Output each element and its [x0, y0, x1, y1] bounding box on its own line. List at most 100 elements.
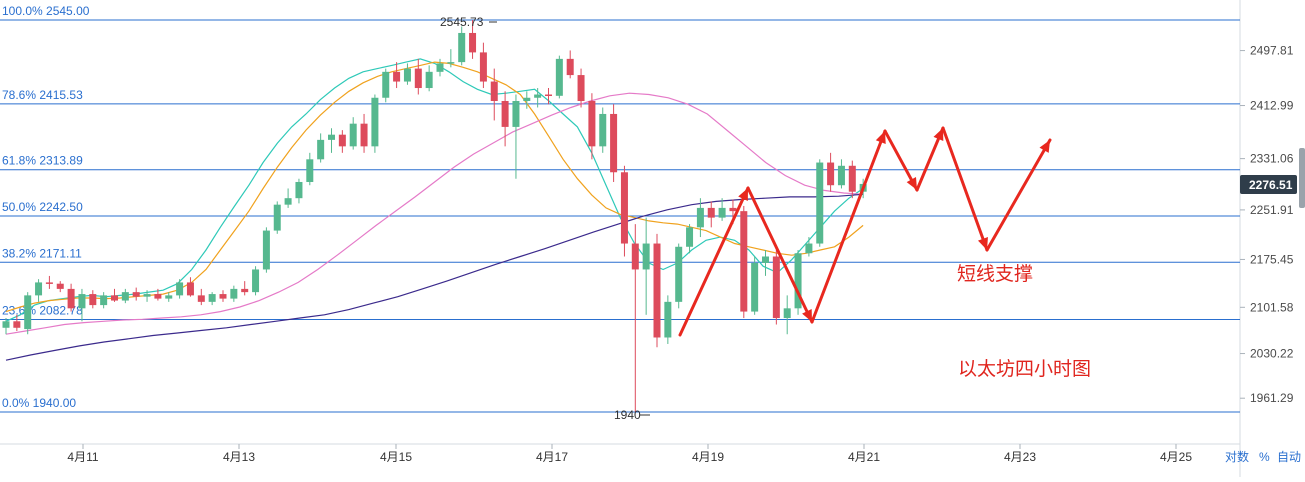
candlestick-series [2, 20, 867, 412]
ma-line [5, 193, 864, 361]
candle-body [403, 68, 411, 82]
candle-body [577, 75, 585, 101]
candle-body [338, 134, 346, 147]
y-tick-label: 2331.06 [1250, 152, 1294, 166]
x-axis[interactable]: 4月11 4月13 4月15 4月17 4月19 4月21 4月23 4月25 [67, 444, 1192, 464]
candle-body [154, 294, 162, 299]
last-price-value: 2276.51 [1249, 178, 1293, 192]
candle-body [360, 123, 368, 147]
candle-body [762, 256, 769, 263]
candle-body [121, 292, 129, 301]
candle-body [219, 294, 227, 299]
y-tick-label: 2101.58 [1250, 300, 1294, 314]
candle-body [631, 243, 639, 270]
candle-body [111, 295, 118, 301]
candle-body [740, 211, 748, 312]
candle-body [143, 294, 151, 297]
fib-label: 61.8% 2313.89 [2, 154, 83, 168]
low-marker-label: 1940 [614, 408, 641, 422]
high-marker-label: 2545.73 [440, 15, 484, 29]
candle-body [675, 246, 683, 302]
candle-body [371, 97, 379, 147]
candle-body [458, 32, 466, 63]
fib-label: 100.0% 2545.00 [2, 4, 90, 18]
fib-label: 78.6% 2415.53 [2, 88, 83, 102]
candle-body [599, 113, 607, 147]
candle-body [252, 269, 260, 293]
axis-controls: 对数 % 自动 [1225, 449, 1301, 464]
fib-label: 50.0% 2242.50 [2, 200, 83, 214]
candle-body [642, 243, 650, 270]
candle-body [56, 283, 64, 289]
candle-body [132, 292, 140, 297]
candle-body [827, 162, 835, 186]
x-tick-label: 4月19 [692, 450, 724, 464]
candle-body [447, 62, 455, 64]
candle-body [805, 243, 813, 254]
candle-body [382, 71, 390, 98]
candle-body [534, 94, 542, 98]
annotation-support: 短线支撑 [957, 263, 1033, 285]
candle-body [284, 198, 292, 205]
candle-body [653, 243, 661, 338]
extreme-markers: 2545.73 1940 [440, 15, 650, 422]
candle-body [610, 113, 618, 173]
candle-body [783, 308, 791, 319]
candle-body [436, 63, 444, 72]
candle-body [208, 294, 216, 302]
candle-body [566, 58, 574, 76]
candle-body [186, 282, 194, 296]
fib-label: 38.2% 2171.11 [2, 246, 82, 260]
candle-body [317, 139, 325, 160]
x-tick-label: 4月17 [536, 450, 568, 464]
y-tick-label: 2412.99 [1250, 99, 1294, 113]
candle-body [490, 81, 498, 101]
candle-body [306, 159, 314, 182]
candle-body [67, 288, 75, 309]
annotation-chart-title: 以太坊四小时图 [958, 358, 1091, 380]
y-tick-label: 2030.22 [1250, 347, 1294, 361]
candle-body [349, 123, 357, 147]
candle-body [664, 301, 672, 338]
candle-body [2, 321, 10, 328]
candle-body [89, 294, 97, 306]
candle-body [848, 165, 856, 192]
x-tick-label: 4月13 [223, 450, 255, 464]
candle-body [295, 181, 303, 199]
ma-line [5, 92, 864, 335]
candle-body [414, 68, 422, 89]
candle-body [100, 295, 108, 306]
candle-body [13, 321, 21, 328]
candle-body [35, 282, 43, 296]
candle-body [620, 172, 628, 244]
candle-body [197, 295, 205, 302]
candle-body [393, 71, 401, 82]
candle-body [545, 94, 552, 97]
candle-body [816, 162, 824, 244]
grid-lines [0, 0, 1241, 477]
candle-body [696, 207, 704, 228]
candle-body [45, 282, 53, 284]
forecast-arrows [678, 126, 1052, 337]
y-tick-label: 1961.29 [1250, 391, 1294, 405]
x-tick-label: 4月21 [848, 450, 880, 464]
log-scale-toggle[interactable]: 对数 [1225, 449, 1249, 464]
y-axis[interactable]: 2583.00 2497.81 2412.99 2331.06 2251.91 2175.… [1240, 0, 1294, 405]
candle-body [165, 295, 173, 299]
candle-body [262, 230, 270, 270]
last-price-tag: 2276.51 [1240, 175, 1297, 194]
percent-scale-toggle[interactable]: % [1259, 450, 1270, 464]
candle-body [729, 207, 737, 212]
auto-scale-toggle[interactable]: 自动 [1277, 450, 1301, 464]
annotation-texts: 短线支撑 以太坊四小时图 [957, 263, 1091, 380]
y-tick-label: 2497.81 [1250, 44, 1294, 58]
candle-body [241, 288, 249, 293]
x-tick-label: 4月11 [67, 450, 98, 464]
candle-body [469, 32, 477, 53]
candle-body [273, 204, 281, 231]
candle-body [176, 282, 184, 296]
candle-body [772, 256, 780, 319]
y-tick-label: 2583.00 [1250, 0, 1294, 2]
scroll-handle[interactable] [1299, 148, 1305, 208]
